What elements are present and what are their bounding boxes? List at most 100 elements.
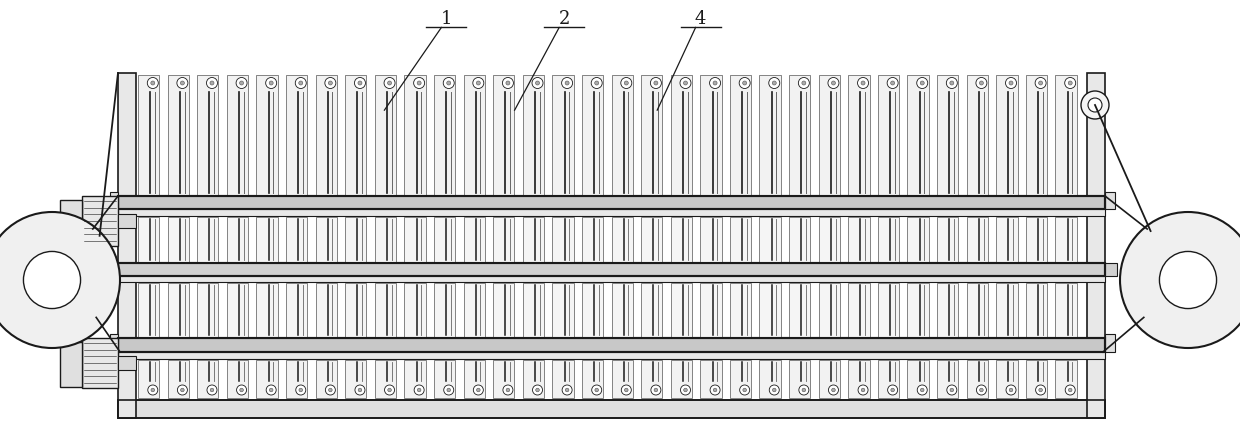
Circle shape bbox=[887, 77, 898, 89]
Bar bbox=[878, 75, 899, 196]
Circle shape bbox=[1039, 388, 1043, 392]
Circle shape bbox=[651, 77, 661, 89]
Bar bbox=[818, 283, 839, 337]
Bar bbox=[759, 283, 781, 337]
Bar bbox=[967, 360, 988, 398]
Bar bbox=[315, 360, 337, 398]
Bar bbox=[434, 75, 455, 196]
Circle shape bbox=[920, 81, 924, 85]
Bar bbox=[118, 352, 1105, 359]
Bar bbox=[996, 283, 1018, 337]
Circle shape bbox=[474, 385, 484, 395]
Circle shape bbox=[417, 81, 422, 85]
Bar bbox=[908, 360, 929, 398]
Circle shape bbox=[1035, 385, 1045, 395]
Bar bbox=[138, 217, 159, 262]
Circle shape bbox=[828, 77, 839, 89]
Bar bbox=[404, 217, 425, 262]
Circle shape bbox=[858, 77, 868, 89]
Circle shape bbox=[536, 81, 539, 85]
Circle shape bbox=[180, 81, 185, 85]
Circle shape bbox=[269, 388, 273, 392]
Circle shape bbox=[414, 385, 424, 395]
Circle shape bbox=[562, 385, 572, 395]
Bar bbox=[110, 334, 118, 352]
Bar bbox=[552, 75, 574, 196]
Text: 1: 1 bbox=[440, 10, 453, 29]
Circle shape bbox=[711, 385, 720, 395]
Bar bbox=[167, 217, 188, 262]
Circle shape bbox=[148, 385, 157, 395]
Bar bbox=[523, 360, 544, 398]
Bar bbox=[197, 360, 218, 398]
Bar bbox=[848, 360, 869, 398]
Bar bbox=[671, 217, 692, 262]
Circle shape bbox=[325, 77, 336, 89]
Circle shape bbox=[591, 77, 603, 89]
Bar bbox=[730, 217, 751, 262]
Circle shape bbox=[980, 388, 983, 392]
Bar bbox=[315, 75, 337, 196]
Circle shape bbox=[325, 385, 335, 395]
Circle shape bbox=[980, 81, 983, 85]
Circle shape bbox=[1039, 81, 1043, 85]
Bar bbox=[908, 75, 929, 196]
Bar bbox=[345, 75, 367, 196]
Bar bbox=[996, 360, 1018, 398]
Circle shape bbox=[1035, 77, 1047, 89]
Bar bbox=[118, 352, 1105, 359]
Circle shape bbox=[207, 385, 217, 395]
Circle shape bbox=[799, 385, 808, 395]
Bar bbox=[286, 217, 308, 262]
Text: 2: 2 bbox=[558, 10, 570, 29]
Bar bbox=[404, 75, 425, 196]
Circle shape bbox=[595, 81, 599, 85]
Circle shape bbox=[683, 81, 687, 85]
Bar bbox=[967, 217, 988, 262]
Circle shape bbox=[329, 388, 332, 392]
Bar bbox=[878, 283, 899, 337]
Bar bbox=[404, 283, 425, 337]
Bar bbox=[937, 75, 959, 196]
Circle shape bbox=[151, 81, 155, 85]
Circle shape bbox=[947, 385, 957, 395]
Circle shape bbox=[709, 77, 720, 89]
Circle shape bbox=[946, 77, 957, 89]
Circle shape bbox=[773, 81, 776, 85]
Bar bbox=[374, 75, 396, 196]
Circle shape bbox=[565, 388, 569, 392]
Circle shape bbox=[713, 81, 717, 85]
Bar bbox=[197, 217, 218, 262]
Circle shape bbox=[1087, 98, 1102, 112]
Bar bbox=[1105, 263, 1117, 276]
Bar bbox=[167, 75, 188, 196]
Bar bbox=[118, 73, 136, 418]
Circle shape bbox=[562, 77, 573, 89]
Circle shape bbox=[621, 77, 632, 89]
Circle shape bbox=[653, 81, 658, 85]
Bar bbox=[701, 283, 722, 337]
Circle shape bbox=[769, 77, 780, 89]
Circle shape bbox=[920, 388, 924, 392]
Circle shape bbox=[358, 81, 362, 85]
Circle shape bbox=[681, 385, 691, 395]
Circle shape bbox=[358, 388, 362, 392]
Bar bbox=[701, 75, 722, 196]
Circle shape bbox=[1006, 385, 1016, 395]
Bar bbox=[1055, 360, 1076, 398]
Bar bbox=[257, 75, 278, 196]
Bar bbox=[818, 75, 839, 196]
Bar bbox=[494, 75, 515, 196]
Circle shape bbox=[769, 385, 779, 395]
Circle shape bbox=[506, 388, 510, 392]
Bar bbox=[138, 360, 159, 398]
Bar bbox=[227, 75, 248, 196]
Bar bbox=[759, 217, 781, 262]
Bar bbox=[138, 283, 159, 337]
Bar bbox=[789, 75, 811, 196]
Circle shape bbox=[591, 385, 601, 395]
Circle shape bbox=[329, 81, 332, 85]
Bar bbox=[730, 360, 751, 398]
Circle shape bbox=[862, 388, 864, 392]
Circle shape bbox=[828, 385, 838, 395]
